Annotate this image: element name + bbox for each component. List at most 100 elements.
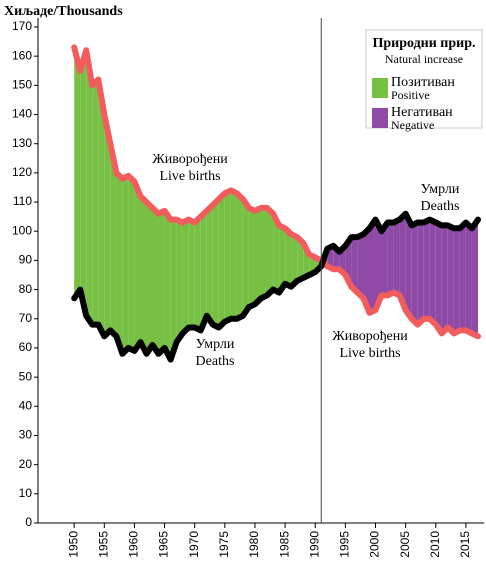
x-tick-label: 2010 [428,531,442,558]
difference-area [128,175,135,351]
difference-area [122,175,129,354]
annotation: Умрли [421,182,460,197]
y-tick-label: 80 [19,282,33,296]
difference-area [236,193,243,319]
difference-area [188,219,195,328]
difference-area [98,79,105,337]
annotation: Живорођени [152,152,228,167]
annotation-sub: Deaths [421,199,460,214]
difference-area [218,193,225,328]
y-tick-label: 140 [12,107,32,121]
difference-area [200,210,207,331]
annotation: Умрли [196,337,235,352]
difference-area [441,225,448,334]
x-tick-label: 1975 [217,531,231,558]
difference-area [242,199,249,316]
annotation-sub: Live births [159,169,220,184]
difference-area [92,79,99,325]
x-tick-label: 1950 [66,531,80,558]
x-tick-label: 1980 [247,531,261,558]
y-tick-label: 90 [19,253,33,267]
difference-area [279,225,286,293]
difference-area [435,222,442,334]
difference-area [357,234,364,299]
difference-area [363,228,370,313]
difference-area [459,222,466,331]
y-tick-label: 120 [12,165,32,179]
x-tick-label: 2000 [368,531,382,558]
difference-area [447,225,454,334]
legend-swatch [372,78,388,98]
difference-area [158,210,165,354]
difference-area [104,114,111,337]
x-tick-label: 2015 [458,531,472,558]
difference-area [74,47,81,299]
difference-area [134,181,141,351]
difference-area [297,237,304,281]
difference-area [453,228,460,334]
y-tick-label: 160 [12,48,32,62]
x-tick-label: 1995 [338,531,352,558]
difference-area [261,207,267,299]
difference-area [399,213,406,310]
legend-swatch [372,108,388,128]
y-tick-label: 150 [12,78,32,92]
difference-area [471,219,478,337]
difference-area [248,207,255,308]
legend-subtitle: Natural increase [385,52,463,66]
difference-area [429,219,436,325]
y-tick-label: 50 [19,369,33,383]
x-tick-label: 2005 [398,531,412,558]
legend-sublabel: Positive [391,88,430,102]
difference-area [285,228,292,287]
difference-area [110,143,117,337]
y-tick-label: 100 [12,223,32,237]
x-tick-label: 1990 [307,531,321,558]
difference-area [206,205,213,325]
difference-area [194,216,201,331]
y-tick-label: 40 [19,398,33,412]
difference-area [255,207,261,305]
x-tick-label: 1970 [187,531,201,558]
legend-label: Позитиван [391,75,455,90]
difference-area [375,219,382,310]
difference-area [224,190,231,322]
y-tick-label: 0 [25,515,32,529]
difference-area [182,219,189,334]
difference-area [417,222,424,325]
difference-area [116,172,123,354]
difference-area [140,196,147,354]
annotation: Живорођени [332,329,408,344]
y-tick-label: 30 [19,428,33,442]
legend-sublabel: Negative [391,118,434,132]
difference-area [267,207,274,296]
series-line [71,210,481,363]
difference-area [146,202,153,354]
difference-area [423,219,430,319]
y-tick-label: 20 [19,457,33,471]
y-tick-label: 60 [19,340,33,354]
y-tick-label: 10 [19,486,33,500]
difference-area [405,213,412,319]
difference-area [80,50,87,316]
difference-area [465,222,472,334]
y-tick-label: 170 [12,19,32,33]
legend-title: Природни прир. [372,36,475,51]
difference-area [230,190,237,319]
difference-area [86,50,93,325]
y-axis-label: Хиљаде/Thousands [4,4,123,19]
difference-area [387,222,394,296]
annotation-sub: Live births [339,346,400,361]
annotation-sub: Deaths [196,354,235,369]
x-tick-label: 1960 [127,531,141,558]
difference-area [411,222,418,325]
x-tick-label: 1965 [157,531,171,558]
y-tick-label: 110 [13,194,32,208]
y-tick-label: 70 [19,311,33,325]
x-tick-label: 1985 [277,531,291,558]
difference-area [369,219,376,313]
series-line [71,44,481,340]
y-tick-label: 130 [12,136,32,150]
